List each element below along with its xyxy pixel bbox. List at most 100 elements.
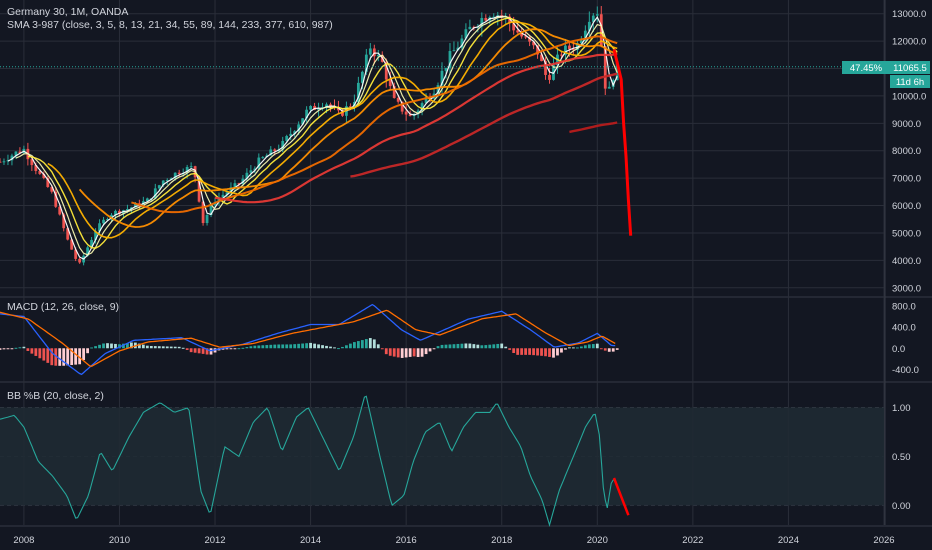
macd-histogram-bar: [432, 348, 436, 350]
macd-histogram-bar: [544, 348, 547, 357]
candle-body: [583, 30, 587, 41]
macd-histogram-bar: [337, 348, 340, 350]
price-pane[interactable]: [0, 6, 884, 266]
candle-body: [249, 170, 253, 173]
candle-body: [603, 46, 607, 89]
macd-histogram-bar: [552, 348, 555, 358]
sma-5-line: [15, 15, 618, 256]
chart-symbol-title[interactable]: Germany 30, 1M, OANDA: [7, 6, 128, 18]
macd-histogram-bar: [396, 348, 400, 358]
macd-histogram-bar: [599, 348, 603, 350]
macd-histogram-bar: [496, 343, 500, 349]
macd-histogram-bar: [110, 343, 113, 349]
macd-histogram-bar: [297, 343, 301, 349]
price-tick-label: 3000.0: [892, 283, 921, 294]
macd-histogram-bar: [114, 343, 117, 349]
macd-histogram-bar: [341, 346, 344, 349]
macd-histogram-bar: [46, 348, 50, 363]
macd-histogram-bar: [516, 348, 520, 355]
last-price-label: 11065.5: [893, 63, 927, 74]
macd-histogram-bar: [249, 346, 253, 349]
candle-body: [548, 74, 551, 80]
macd-histogram-bar: [452, 344, 456, 349]
macd-histogram-bar: [468, 343, 472, 349]
macd-histogram-bar: [560, 348, 563, 353]
macd-histogram-bar: [309, 342, 312, 349]
sma-89-line: [350, 72, 618, 178]
candle-body: [575, 43, 579, 50]
crash-annotation-line[interactable]: [612, 48, 633, 236]
macd-histogram-bar: [241, 347, 245, 349]
macd-histogram-bar: [384, 348, 388, 355]
price-tick-label: 5000.0: [892, 228, 921, 239]
candle-body: [452, 50, 456, 52]
candle-body: [579, 40, 583, 44]
price-tick-label: 7000.0: [892, 174, 921, 185]
macd-histogram-bar: [201, 348, 205, 354]
candle-body: [229, 187, 233, 193]
candle-body: [595, 14, 599, 16]
macd-histogram-bar: [265, 345, 269, 349]
macd-histogram-bar: [380, 348, 384, 350]
time-tick-label: 2014: [300, 535, 321, 546]
macd-histogram-bar: [388, 348, 392, 356]
bbp-line: [0, 395, 616, 527]
last-price-background: [890, 61, 930, 74]
candle-body: [528, 37, 531, 42]
price-tag-background: [842, 61, 890, 74]
macd-histogram-bar: [66, 348, 70, 366]
macd-histogram-bar: [404, 348, 408, 358]
candle-body: [372, 48, 376, 57]
macd-histogram-bar: [58, 348, 62, 366]
macd-histogram-bar: [177, 346, 181, 349]
candle-body: [0, 161, 2, 163]
bar-countdown-label: 11d 6h: [896, 77, 924, 88]
candle-body: [66, 228, 70, 240]
candle-body: [305, 109, 309, 119]
bbp-annotation-line[interactable]: [612, 477, 630, 516]
macd-histogram-bar: [10, 348, 14, 350]
macd-histogram-bar: [356, 341, 360, 349]
macd-indicator-legend[interactable]: MACD (12, 26, close, 9): [7, 301, 119, 313]
macd-histogram-bar: [500, 343, 504, 349]
macd-histogram-bar: [524, 348, 528, 355]
axis-layer: 13000.012000.011000.010000.09000.08000.0…: [13, 9, 926, 546]
macd-histogram-bar: [392, 348, 396, 357]
macd-histogram-bar: [536, 348, 539, 356]
candle-body: [388, 79, 392, 87]
macd-histogram-bar: [102, 343, 105, 349]
candle-body: [572, 49, 575, 51]
macd-pane[interactable]: [0, 303, 619, 376]
candle-body: [591, 15, 595, 22]
candle-body: [165, 179, 169, 181]
macd-histogram-bar: [141, 344, 145, 349]
candle-body: [404, 111, 408, 115]
macd-histogram-bar: [38, 348, 42, 359]
macd-histogram-bar: [42, 348, 46, 361]
macd-histogram-bar: [106, 343, 109, 349]
macd-histogram-bar: [568, 347, 571, 349]
bbp-tick-label: 0.50: [892, 452, 911, 463]
candle-body: [309, 105, 312, 110]
candle-body: [392, 86, 396, 98]
macd-histogram-bar: [333, 347, 336, 349]
macd-histogram-bar: [603, 348, 607, 351]
macd-histogram-bar: [197, 348, 201, 354]
candle-body: [14, 151, 18, 156]
candle-body: [10, 155, 14, 161]
macd-histogram-bar: [400, 348, 404, 358]
candle-body: [448, 51, 452, 68]
macd-histogram-bar: [424, 348, 428, 355]
candle-body: [615, 61, 619, 81]
candle-body: [301, 118, 305, 125]
sma-indicator-legend[interactable]: SMA 3-987 (close, 3, 5, 8, 13, 21, 34, 5…: [7, 19, 333, 31]
candle-body: [532, 41, 535, 46]
bbp-indicator-legend[interactable]: BB %B (20, close, 2): [7, 390, 104, 402]
price-tick-label: 4000.0: [892, 256, 921, 267]
macd-histogram-bar: [130, 342, 133, 349]
macd-histogram-bar: [436, 346, 440, 349]
bbp-pane[interactable]: [0, 395, 884, 527]
macd-histogram-bar: [26, 348, 30, 351]
macd-histogram-bar: [368, 338, 372, 349]
